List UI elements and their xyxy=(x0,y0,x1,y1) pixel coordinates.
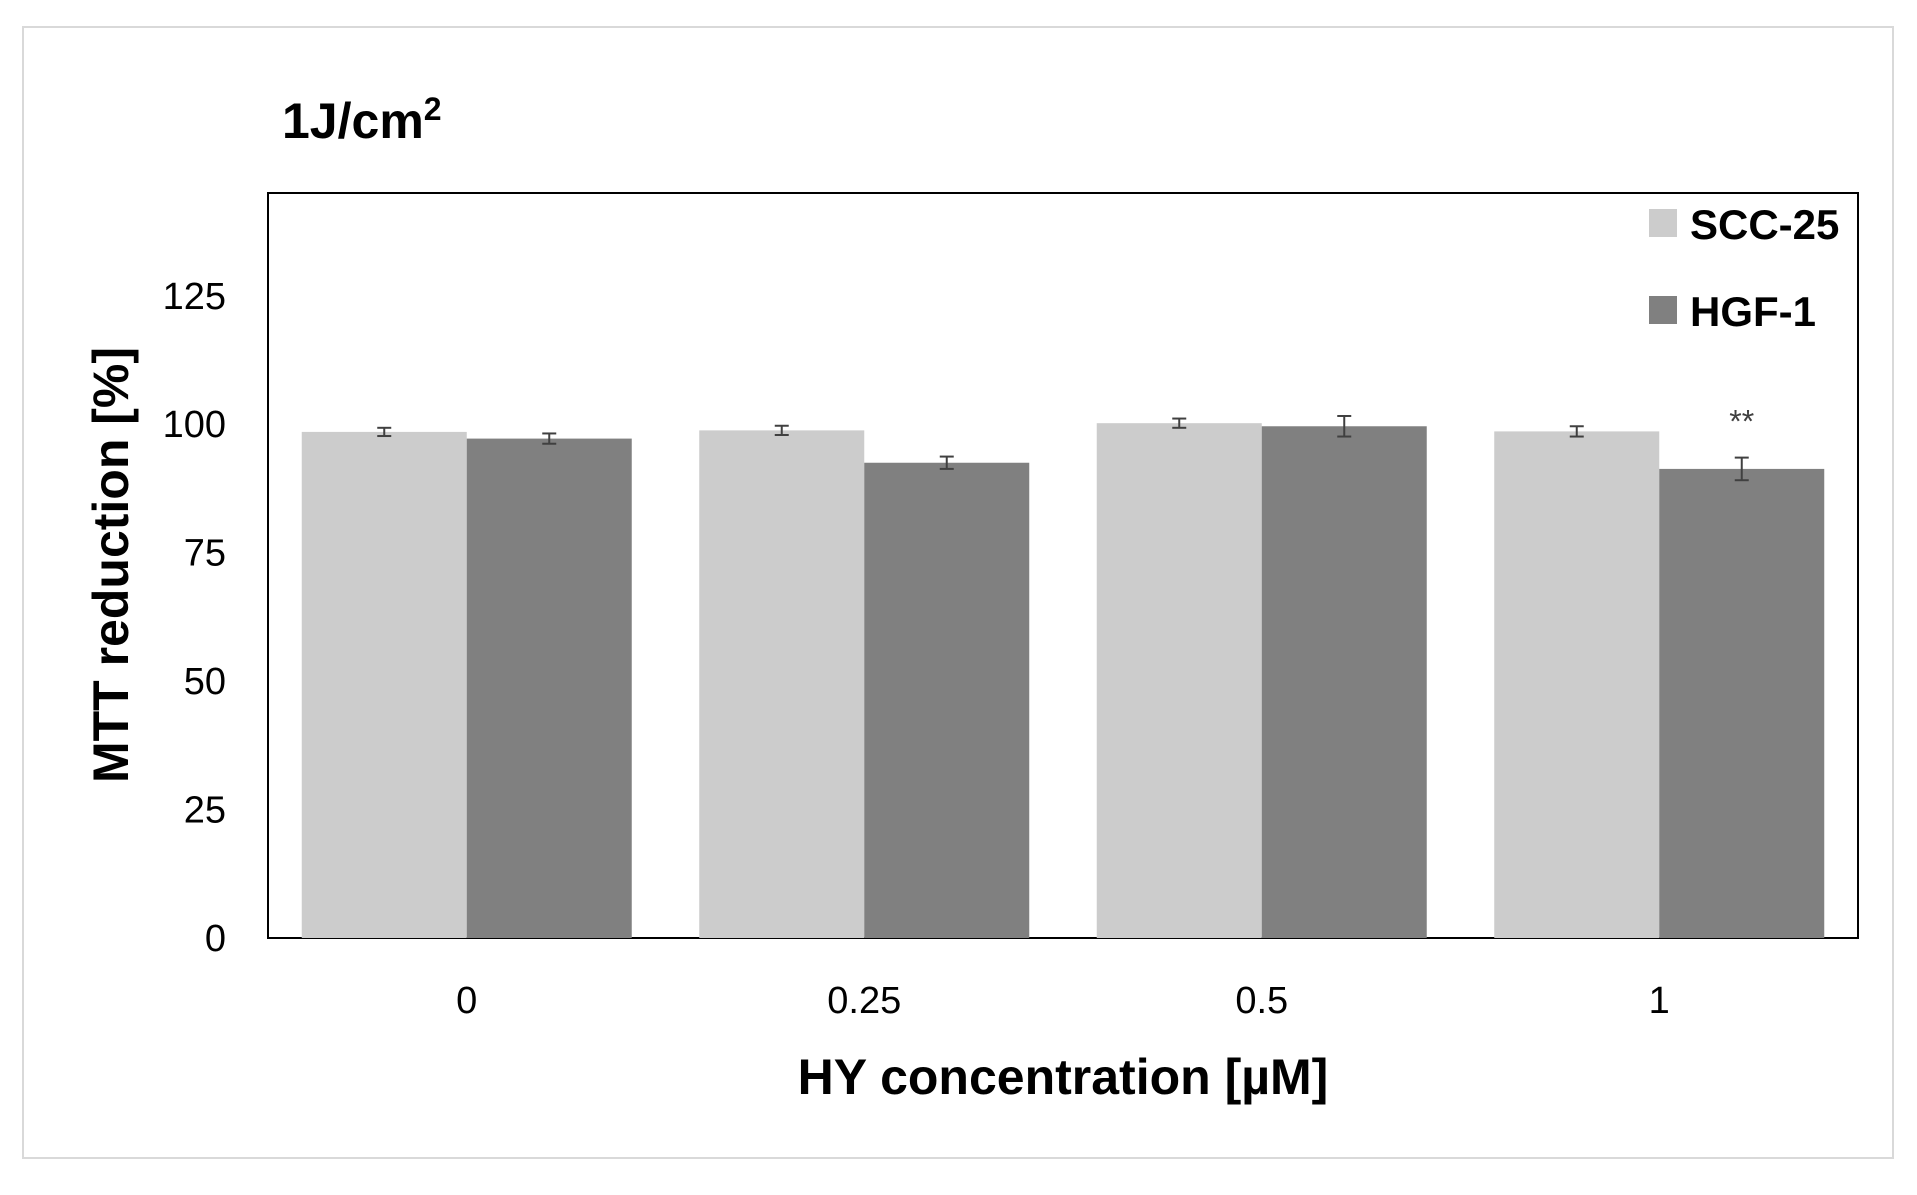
x-axis-label: HY concentration [µM] xyxy=(798,1049,1329,1105)
bar-hgf-1-1 xyxy=(1659,468,1825,938)
bar-scc-25-0.5 xyxy=(1096,423,1262,938)
bar-scc-25-0 xyxy=(301,431,467,938)
bar-hgf-1-0.5 xyxy=(1261,426,1427,938)
y-tick-label: 25 xyxy=(184,790,226,832)
legend-label-hgf-1: HGF-1 xyxy=(1690,288,1816,335)
x-tick-label: 0 xyxy=(456,980,477,1022)
plot-area-border xyxy=(267,192,1859,939)
bar-scc-25-0.25 xyxy=(699,430,865,938)
bar-hgf-1-0.25 xyxy=(864,462,1030,938)
x-tick-label: 0.25 xyxy=(827,980,901,1022)
x-tick-label: 1 xyxy=(1649,980,1670,1022)
y-tick-label: 100 xyxy=(163,404,226,446)
legend-swatch-scc-25 xyxy=(1649,209,1677,237)
legend-label-scc-25: SCC-25 xyxy=(1690,201,1839,248)
y-tick-label: 125 xyxy=(163,276,226,318)
bar-scc-25-1 xyxy=(1494,431,1660,938)
bar-hgf-1-0 xyxy=(466,438,632,938)
chart-title-superscript: 2 xyxy=(424,91,442,127)
y-tick-label: 75 xyxy=(184,533,226,575)
chart-frame xyxy=(22,26,1894,1159)
chart-title: 1J/cm2 xyxy=(282,91,442,149)
significance-annotation: ** xyxy=(1729,404,1754,440)
y-axis-label: MTT reduction [%] xyxy=(83,347,139,783)
y-tick-label: 50 xyxy=(184,661,226,703)
y-tick-label: 0 xyxy=(205,918,226,960)
legend-swatch-hgf-1 xyxy=(1649,296,1677,324)
x-tick-label: 0.5 xyxy=(1235,980,1288,1022)
